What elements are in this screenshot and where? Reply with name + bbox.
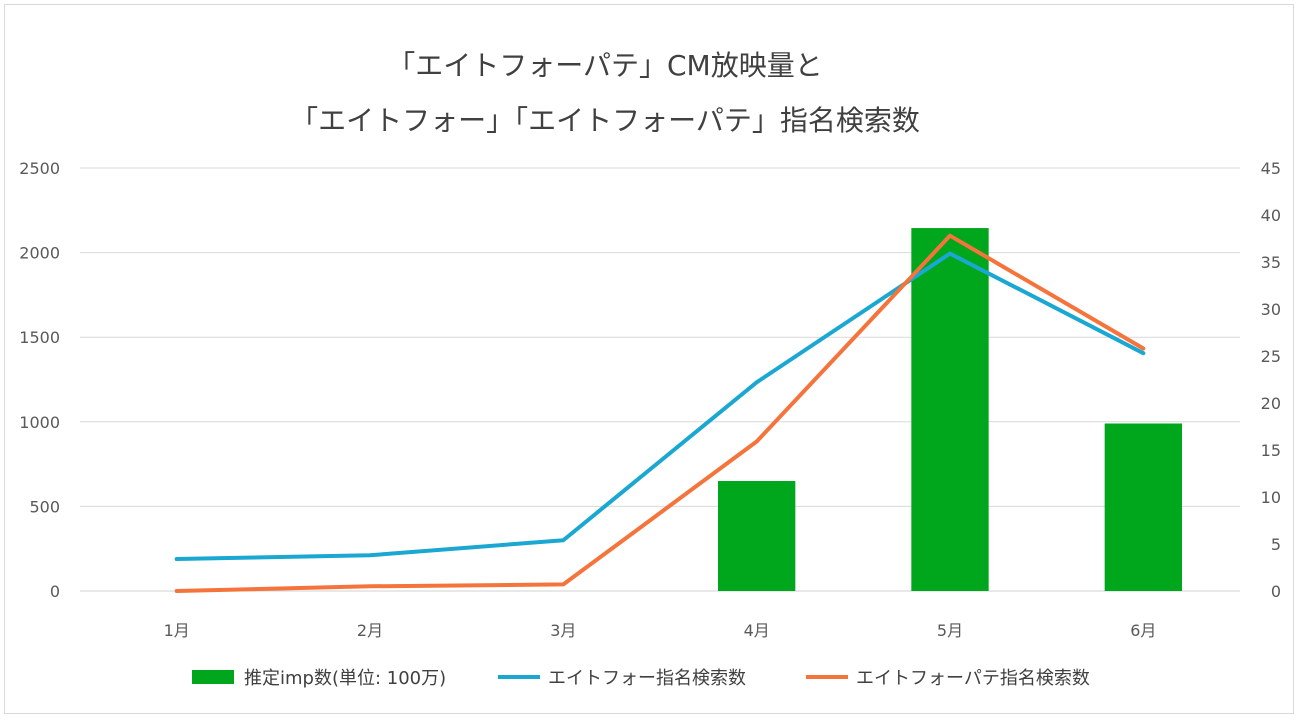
right-tick-label: 10 (1261, 488, 1281, 507)
left-tick-label: 2500 (19, 159, 60, 178)
category-axis-labels: 1月 2月 3月 4月 5月 6月 (164, 621, 1157, 640)
left-tick-label: 0 (50, 582, 60, 601)
left-tick-label: 500 (29, 497, 60, 516)
line-series-8x4-pate (174, 233, 1146, 593)
right-tick-label: 45 (1261, 159, 1281, 178)
line-series (174, 233, 1146, 593)
category-label: 5月 (937, 621, 963, 640)
chart-frame (4, 4, 1294, 714)
legend-item-8x4-pate: エイトフォーパテ指名検索数 (806, 664, 1090, 690)
right-tick-label: 5 (1271, 535, 1281, 554)
right-tick-label: 30 (1261, 300, 1281, 319)
right-tick-label: 35 (1261, 253, 1281, 272)
category-label: 3月 (550, 621, 576, 640)
right-tick-label: 0 (1271, 582, 1281, 601)
right-tick-label: 25 (1261, 347, 1281, 366)
right-tick-label: 15 (1261, 441, 1281, 460)
bar-imp (718, 481, 796, 591)
category-label: 4月 (744, 621, 770, 640)
legend-label-8x4: エイトフォー指名検索数 (548, 668, 746, 689)
right-axis-ticks: 0 5 10 15 20 25 30 35 40 45 (1261, 159, 1281, 601)
bar-series (718, 228, 1182, 592)
legend-item-8x4: エイトフォー指名検索数 (498, 664, 746, 690)
left-tick-label: 1000 (19, 413, 60, 432)
legend-swatch-8x4 (498, 675, 540, 679)
chart-title-line-2: 「エイトフォー」「エイトフォーパテ」指名検索数 (290, 104, 920, 137)
legend-item-imp: 推定imp数(単位: 100万) (192, 664, 446, 690)
left-tick-label: 2000 (19, 244, 60, 263)
right-tick-label: 20 (1261, 394, 1281, 413)
right-tick-label: 40 (1261, 206, 1281, 225)
chart-title-line-1: 「エイトフォーパテ」CM放映量と (387, 49, 823, 82)
left-tick-label: 1500 (19, 328, 60, 347)
category-label: 2月 (357, 621, 383, 640)
category-label: 1月 (164, 621, 190, 640)
legend-swatch-imp (192, 670, 234, 684)
legend-label-imp: 推定imp数(単位: 100万) (244, 668, 447, 689)
gridlines (80, 167, 1240, 592)
legend: 推定imp数(単位: 100万) エイトフォー指名検索数 エイトフォーパテ指名検… (0, 664, 1300, 690)
legend-swatch-8x4-pate (806, 675, 848, 679)
category-label: 6月 (1130, 621, 1156, 640)
left-axis-ticks: 0 500 1000 1500 2000 2500 (19, 159, 60, 601)
line-series-8x4 (174, 251, 1146, 562)
legend-label-8x4-pate: エイトフォーパテ指名検索数 (856, 668, 1090, 689)
bar-imp (911, 228, 989, 592)
bar-imp (1104, 423, 1182, 591)
